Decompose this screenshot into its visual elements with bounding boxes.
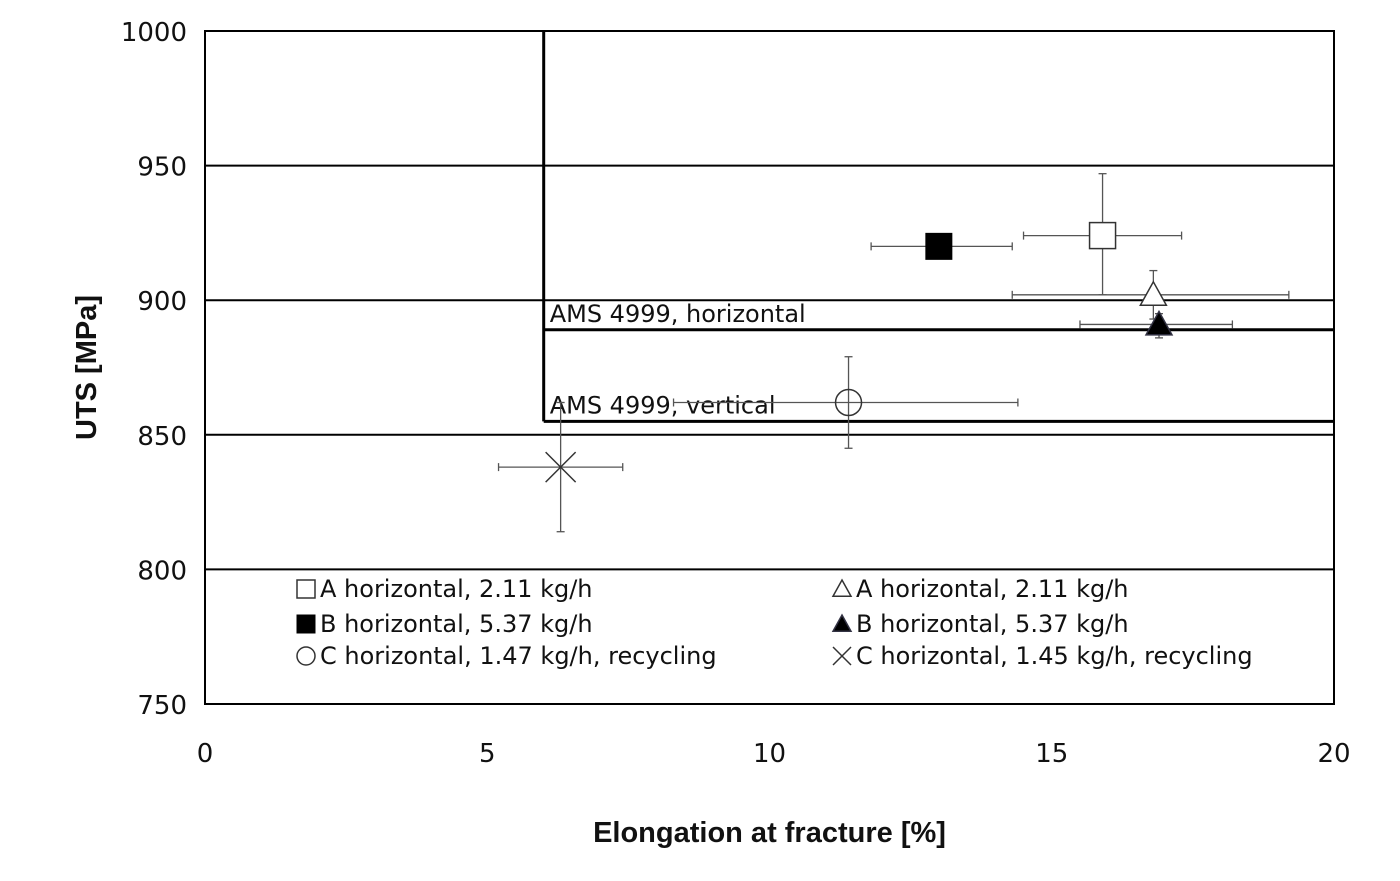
legend-label: B horizontal, 5.37 kg/h <box>856 610 1129 638</box>
marker-square-filled <box>925 232 953 260</box>
legend-item: A horizontal, 2.11 kg/h <box>831 575 1129 603</box>
data-point <box>497 401 624 533</box>
legend-item: A horizontal, 2.11 kg/h <box>296 575 593 603</box>
y-tick-label: 800 <box>137 556 187 586</box>
gridlines <box>205 30 1334 705</box>
plot-area-frame <box>204 30 1335 705</box>
data-point <box>1079 309 1234 339</box>
marker-triangle-open <box>831 578 853 597</box>
x-tick-label: 15 <box>1035 739 1068 769</box>
x-tick-labels: 0 5 10 15 20 <box>197 739 1351 769</box>
y-tick-labels: 750 800 850 900 950 1000 <box>121 18 187 721</box>
marker-x-stroke <box>832 646 852 666</box>
y-axis-title: UTS [MPa] <box>71 295 103 440</box>
marker-x-stroke <box>545 451 577 483</box>
marker-triangle-filled <box>1144 309 1174 336</box>
marker-x <box>545 451 577 483</box>
marker-x <box>832 646 852 666</box>
x-tick-label: 0 <box>197 739 214 769</box>
x-tick-label: 5 <box>479 739 496 769</box>
legend-item: C horizontal, 1.45 kg/h, recycling <box>832 642 1253 670</box>
x-tick-label: 20 <box>1317 739 1350 769</box>
legend-label: A horizontal, 2.11 kg/h <box>320 575 593 603</box>
legend-label: C horizontal, 1.45 kg/h, recycling <box>856 642 1253 670</box>
marker-square-filled <box>296 614 316 634</box>
data-points <box>497 173 1290 533</box>
data-point <box>870 232 1013 260</box>
reference-label: AMS 4999, horizontal <box>550 300 806 328</box>
marker-square-open <box>1088 221 1117 250</box>
y-tick-label: 850 <box>137 422 187 452</box>
y-tick-label: 1000 <box>121 18 187 48</box>
y-tick-label: 750 <box>137 691 187 721</box>
legend-item: B horizontal, 5.37 kg/h <box>296 610 593 638</box>
legend-item: B horizontal, 5.37 kg/h <box>831 610 1129 638</box>
marker-square-open <box>296 579 316 599</box>
x-tick-label: 10 <box>753 739 786 769</box>
marker-circle-open <box>296 646 316 666</box>
data-point <box>672 356 1019 449</box>
marker-triangle-open <box>1139 280 1168 306</box>
data-point <box>1022 173 1183 296</box>
reference-lines: AMS 4999, horizontal AMS 4999, vertical <box>542 31 1334 423</box>
x-axis-title: Elongation at fracture [%] <box>593 817 946 849</box>
legend-label: C horizontal, 1.47 kg/h, recycling <box>320 642 717 670</box>
marker-circle-open <box>834 388 863 417</box>
y-tick-label: 900 <box>137 287 187 317</box>
data-point <box>1011 269 1290 320</box>
legend: A horizontal, 2.11 kg/h B horizontal, 5.3… <box>296 575 1253 670</box>
legend-label: B horizontal, 5.37 kg/h <box>320 610 593 638</box>
y-tick-label: 950 <box>137 153 187 183</box>
legend-item: C horizontal, 1.47 kg/h, recycling <box>296 642 717 670</box>
marker-triangle-filled <box>831 613 853 632</box>
reference-label: AMS 4999, vertical <box>550 391 776 419</box>
legend-label: A horizontal, 2.11 kg/h <box>856 575 1129 603</box>
